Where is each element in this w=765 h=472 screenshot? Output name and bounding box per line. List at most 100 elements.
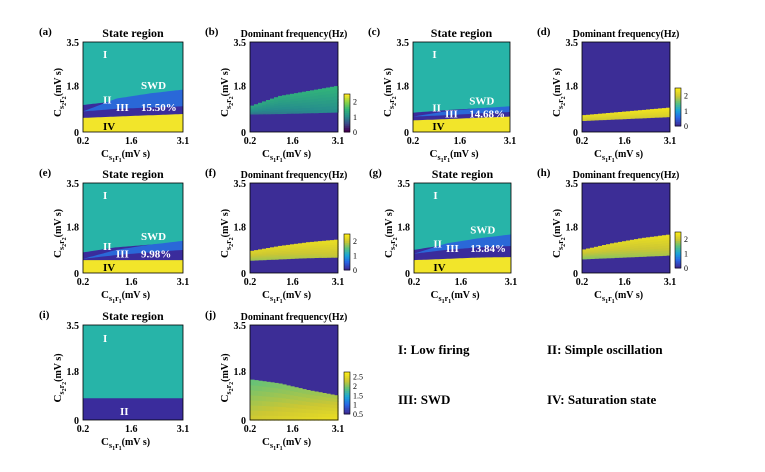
freq-cell	[614, 251, 619, 255]
freq-cell	[658, 114, 663, 117]
colorbar-tick-label: 2	[353, 382, 357, 391]
freq-cell	[618, 117, 623, 120]
freq-cell	[274, 251, 279, 254]
axes-frame	[413, 182, 512, 274]
freq-cell	[634, 116, 639, 118]
freq-cell	[662, 235, 667, 239]
freq-cell	[322, 413, 327, 418]
freq-cell	[330, 416, 335, 421]
colorbar-tick-label: 1	[353, 401, 357, 410]
freq-cell	[254, 255, 259, 257]
freq-cell	[286, 94, 291, 98]
freq-cell	[614, 255, 619, 258]
freq-cell	[650, 111, 655, 113]
freq-cell	[642, 112, 647, 115]
freq-cell	[266, 415, 271, 421]
freq-cell	[626, 117, 631, 119]
freq-cell	[334, 102, 339, 107]
freq-cell	[326, 393, 331, 398]
freq-cell	[262, 104, 267, 107]
freq-cell	[646, 113, 651, 116]
panel-title: State region	[102, 309, 164, 323]
freq-cell	[258, 405, 263, 411]
freq-cell	[646, 112, 651, 115]
freq-cell	[310, 93, 315, 97]
freq-cell	[642, 111, 647, 114]
freq-cell	[634, 110, 639, 113]
freq-cell	[330, 250, 335, 254]
freq-cell	[630, 239, 635, 243]
x-tick-label: 0.2	[77, 277, 90, 288]
colorbar-swatch	[675, 262, 681, 265]
freq-cell	[322, 109, 327, 113]
freq-cell	[666, 242, 671, 246]
freq-cell	[598, 247, 603, 250]
legend-swd: III: SWD	[398, 392, 451, 407]
freq-cell	[294, 411, 299, 417]
freq-cell	[310, 95, 315, 100]
freq-cell	[306, 393, 311, 399]
freq-cell	[658, 238, 663, 242]
colorbar-swatch	[344, 239, 350, 242]
freq-cell	[286, 248, 291, 251]
freq-cell	[310, 101, 315, 105]
freq-cell	[286, 255, 291, 258]
freq-cell	[282, 397, 287, 403]
label-region-III: III	[116, 248, 129, 260]
colorbar-swatch	[344, 124, 350, 127]
freq-cell	[306, 401, 311, 406]
freq-cell	[250, 258, 255, 261]
freq-cell	[582, 251, 587, 254]
freq-cell	[262, 386, 267, 392]
freq-cell	[318, 245, 323, 248]
freq-cell	[254, 405, 259, 411]
freq-cell	[650, 115, 655, 117]
y-tick-label: 0	[241, 128, 246, 139]
y-tick-label: 0	[573, 128, 578, 139]
x-axis-label: Cs1r1(mV s)	[101, 148, 150, 164]
freq-cell	[294, 407, 299, 413]
freq-cell	[290, 103, 295, 107]
freq-cell	[310, 109, 315, 114]
freq-cell	[302, 396, 307, 402]
colorbar-swatch	[344, 264, 350, 267]
freq-cell	[314, 402, 319, 407]
colorbar-swatch	[344, 243, 350, 246]
freq-cell	[642, 240, 647, 243]
freq-cell	[282, 384, 287, 390]
freq-cell	[254, 105, 259, 108]
freq-cell	[662, 247, 667, 251]
freq-cell	[610, 113, 615, 115]
axes-frame	[581, 182, 671, 274]
freq-cell	[642, 253, 647, 257]
freq-cell	[310, 255, 315, 259]
colorbar-swatch	[344, 411, 350, 415]
freq-cell	[662, 113, 667, 116]
freq-cell	[634, 245, 639, 249]
freq-cell	[262, 254, 267, 257]
freq-cell	[590, 254, 595, 257]
colorbar-swatch	[675, 124, 681, 127]
freq-cell	[638, 110, 643, 112]
freq-cell	[310, 247, 315, 251]
freq-cell	[278, 98, 283, 101]
freq-cell	[298, 388, 303, 393]
axes-frame	[249, 182, 339, 274]
freq-cell	[274, 111, 279, 115]
freq-cell	[658, 115, 663, 118]
freq-cell	[282, 257, 287, 260]
freq-cell	[278, 95, 283, 99]
freq-cell	[630, 112, 635, 115]
freq-cell	[258, 112, 263, 115]
freq-cell	[294, 415, 299, 421]
colorbar-swatch	[344, 268, 350, 271]
freq-cell	[278, 406, 283, 412]
freq-cell	[266, 253, 271, 256]
freq-cell	[266, 103, 271, 106]
colorbar-swatch	[344, 397, 350, 400]
colorbar-tick-label: 0.5	[353, 410, 363, 419]
freq-cell	[250, 409, 255, 416]
freq-cell	[590, 253, 595, 255]
freq-cell	[606, 250, 611, 254]
colorbar-swatch	[675, 264, 681, 267]
